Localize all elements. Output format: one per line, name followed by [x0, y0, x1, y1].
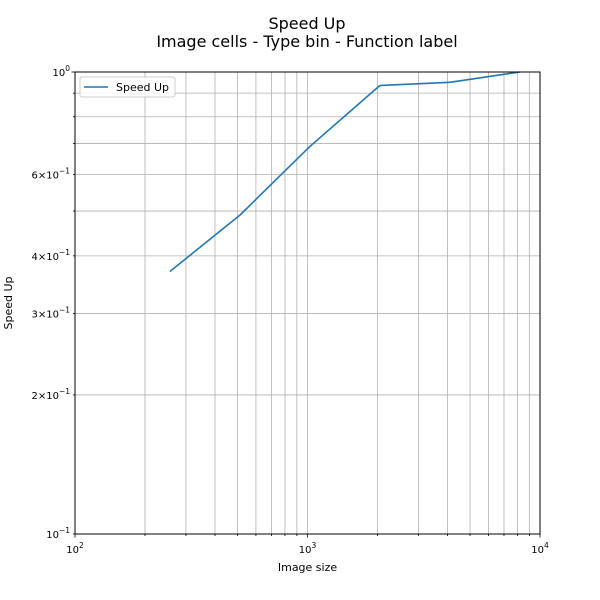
y-tick-label: 100: [52, 64, 70, 79]
y-tick-label: 3×10−1: [31, 306, 70, 321]
y-tick-label: 10−1: [46, 526, 70, 541]
series-line-speed-up: [169, 71, 520, 273]
grid-lines: [74, 72, 540, 535]
series-group: [169, 71, 520, 273]
chart-title: Speed Up: [268, 14, 345, 33]
y-tick-label: 2×10−1: [31, 387, 70, 402]
x-tick-label: 104: [531, 541, 549, 556]
x-axis-label: Image size: [278, 561, 338, 574]
legend-label-speed-up: Speed Up: [116, 81, 169, 94]
plot-frame: [74, 71, 541, 535]
y-axis-label: Speed Up: [2, 276, 15, 329]
chart-subtitle: Image cells - Type bin - Function label: [156, 32, 457, 51]
y-tick-label: 6×10−1: [31, 166, 70, 181]
tick-labels: 102 103 104 10−1 2×10−1 3×10−1 4×10−1 6×10−1 100: [31, 64, 549, 556]
legend: Speed Up: [79, 76, 176, 98]
legend-box: [79, 76, 176, 98]
y-tick-label: 4×10−1: [31, 248, 70, 263]
x-tick-label: 102: [66, 541, 84, 556]
x-tick-label: 103: [299, 541, 317, 556]
